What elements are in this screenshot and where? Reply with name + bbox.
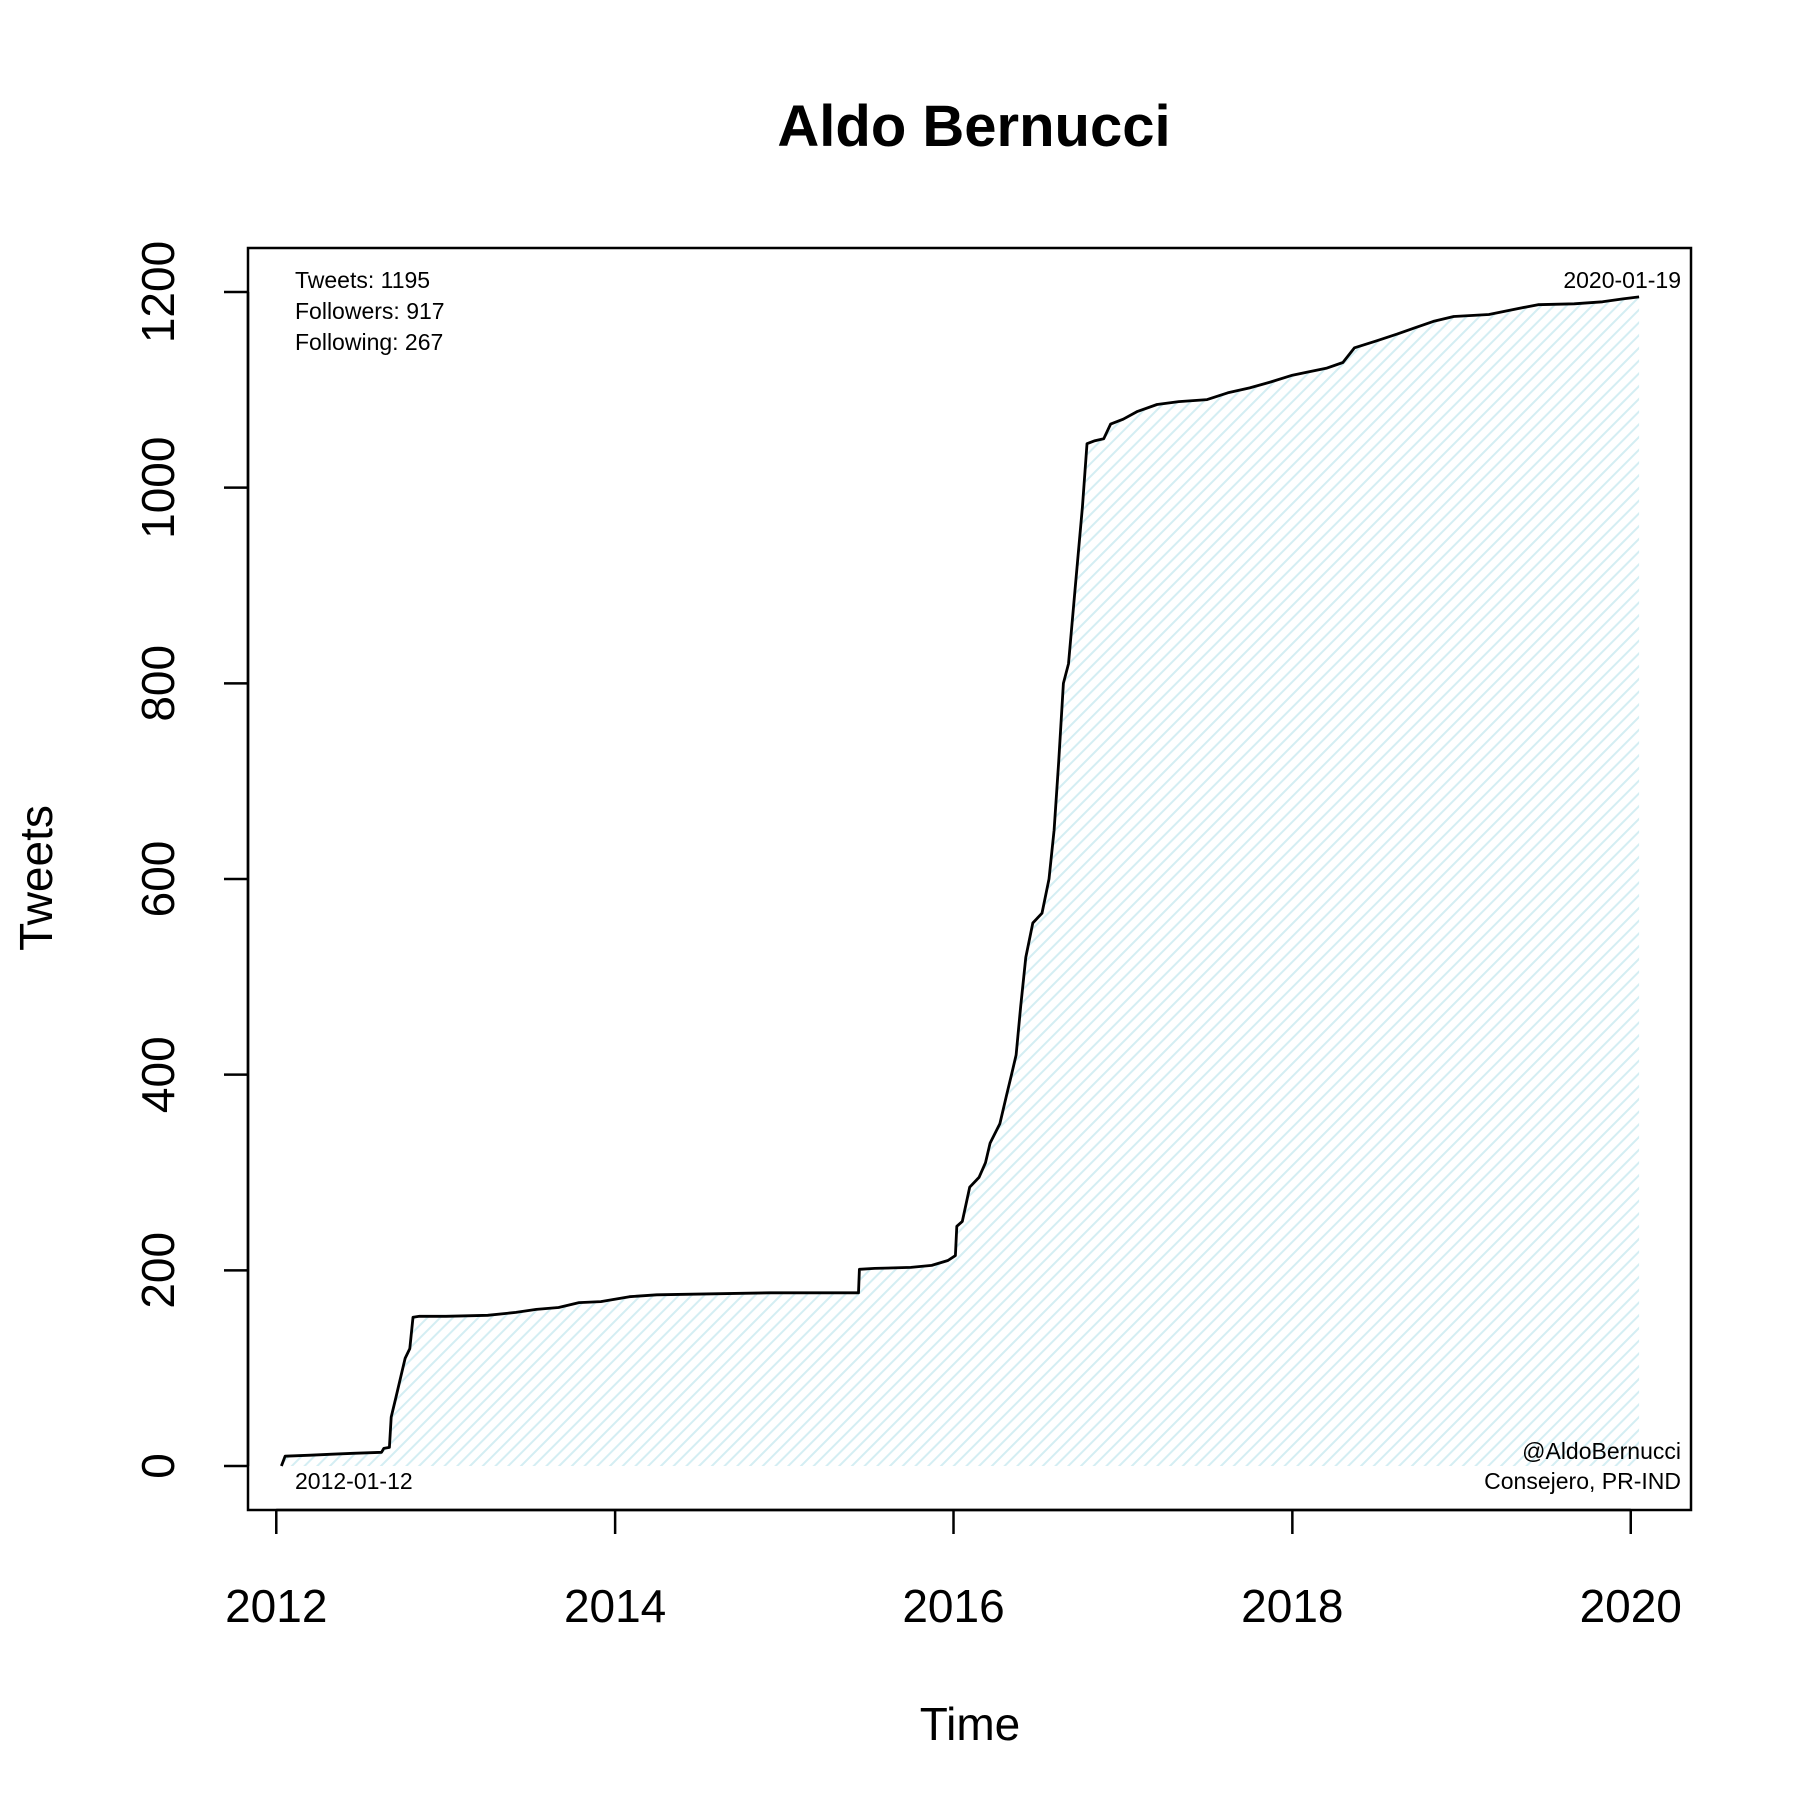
x-axis-label: Time bbox=[920, 1698, 1021, 1750]
stats-following: Following: 267 bbox=[295, 329, 443, 355]
y-tick-label: 0 bbox=[132, 1453, 184, 1479]
series-line bbox=[280, 295, 1640, 1467]
x-tick-label: 2012 bbox=[225, 1580, 327, 1632]
x-tick-label: 2014 bbox=[564, 1580, 666, 1632]
stats-tweets: Tweets: 1195 bbox=[295, 267, 430, 293]
stats-followers: Followers: 917 bbox=[295, 298, 445, 324]
y-axis: 0 200 400 600 800 1000 1200 bbox=[132, 241, 250, 1479]
y-tick-label: 400 bbox=[132, 1036, 184, 1113]
start-date-label: 2012-01-12 bbox=[295, 1468, 413, 1494]
series-area-fill bbox=[281, 296, 1640, 1466]
role-label: Consejero, PR-IND bbox=[1484, 1468, 1681, 1494]
y-tick-label: 600 bbox=[132, 841, 184, 918]
handle-label: @AldoBernucci bbox=[1522, 1438, 1681, 1464]
x-axis: 2012 2014 2016 2018 2020 bbox=[225, 1508, 1682, 1632]
y-tick-label: 1200 bbox=[132, 241, 184, 343]
y-tick-label: 1000 bbox=[132, 437, 184, 539]
y-tick-label: 200 bbox=[132, 1232, 184, 1309]
x-tick-label: 2016 bbox=[902, 1580, 1004, 1632]
x-tick-label: 2018 bbox=[1241, 1580, 1343, 1632]
chart-title: Aldo Bernucci bbox=[777, 94, 1170, 159]
x-tick-label: 2020 bbox=[1580, 1580, 1682, 1632]
y-axis-label: Tweets bbox=[10, 805, 62, 951]
end-date-label: 2020-01-19 bbox=[1563, 267, 1681, 293]
y-tick-label: 800 bbox=[132, 645, 184, 722]
